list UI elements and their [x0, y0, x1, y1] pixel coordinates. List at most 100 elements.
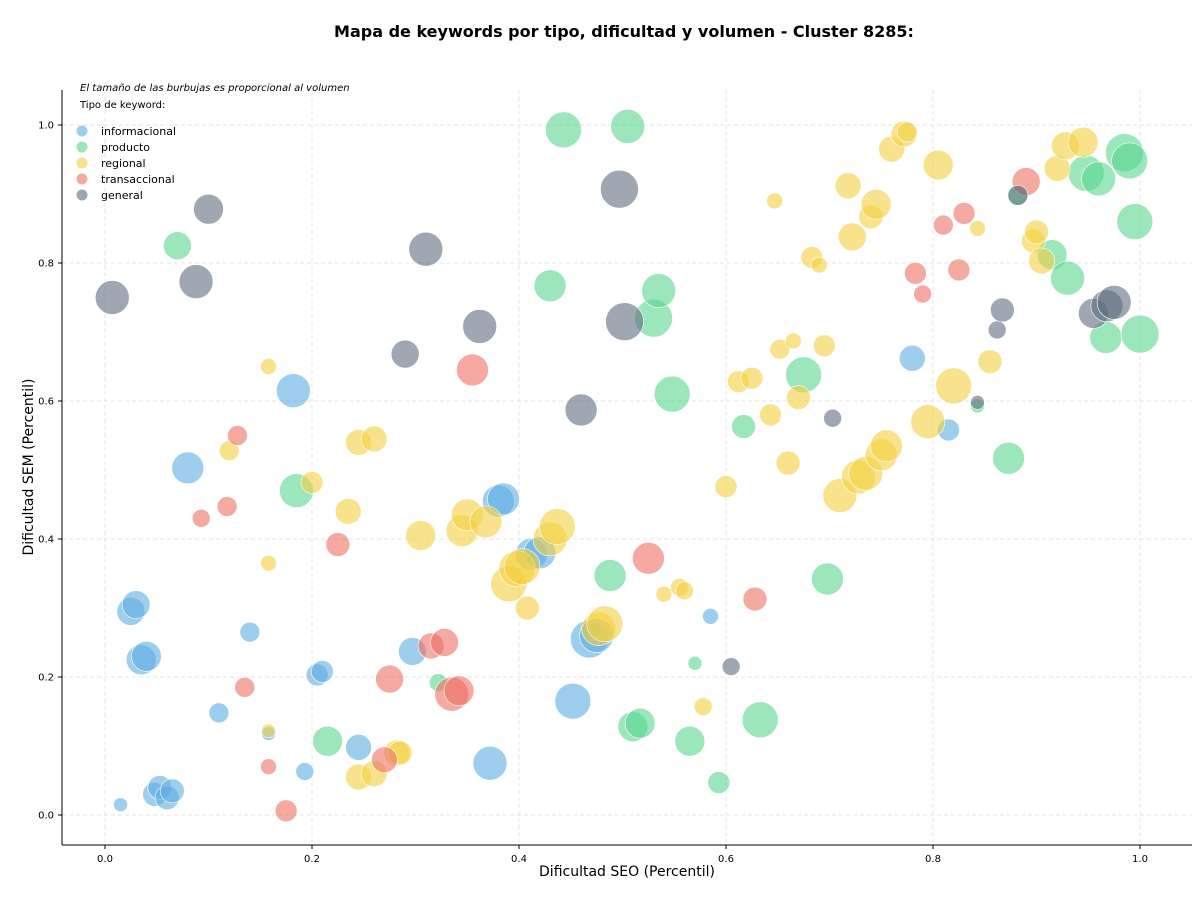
- bubble-transaccional: [742, 586, 768, 612]
- bubble-regional: [300, 471, 324, 494]
- bubble-producto: [1120, 314, 1160, 354]
- bubble-regional: [538, 508, 576, 545]
- bubble-regional: [514, 595, 540, 621]
- bubble-informacional: [554, 682, 592, 720]
- x-tick-label: 0.8: [925, 854, 941, 865]
- bubble-producto: [163, 231, 192, 261]
- bubble-general: [193, 193, 224, 225]
- bubble-informacional: [239, 621, 261, 643]
- bubble-transaccional: [234, 677, 256, 698]
- bubble-regional: [740, 366, 764, 390]
- x-tick-label: 0.4: [511, 854, 527, 865]
- bubble-general: [987, 320, 1007, 340]
- bubble-transaccional: [325, 532, 351, 557]
- bubble-producto: [545, 111, 582, 149]
- bubble-general: [605, 302, 644, 341]
- bubble-informacional: [345, 734, 372, 761]
- bubble-general: [600, 169, 639, 209]
- bubble-transaccional: [191, 508, 211, 528]
- axes: [61, 90, 1192, 846]
- bubble-producto: [687, 655, 703, 671]
- bubble-regional: [586, 605, 624, 643]
- bubble-producto: [653, 375, 691, 413]
- bubble-regional: [969, 220, 986, 237]
- bubble-regional: [870, 429, 903, 463]
- bubble-regional: [769, 338, 791, 360]
- bubble-general: [721, 657, 741, 676]
- y-tick-label: 0.6: [38, 397, 54, 408]
- bubble-regional: [896, 121, 918, 143]
- bubble-transaccional: [430, 628, 459, 657]
- bubble-transaccional: [371, 746, 398, 774]
- bubble-regional: [784, 332, 802, 350]
- bubble-producto: [731, 414, 756, 439]
- bubble-transaccional: [443, 675, 475, 707]
- bubble-regional: [360, 425, 388, 453]
- legend: informacional producto regional transaccion…: [76, 125, 176, 202]
- bubble-transaccional: [913, 284, 932, 304]
- bubble-regional: [775, 450, 801, 476]
- y-axis-label: Dificultad SEM (Percentil): [21, 379, 37, 556]
- bubble-transaccional: [933, 214, 954, 236]
- bubble-informacional: [295, 762, 315, 781]
- y-ticks: 0.0 0.2 0.4 0.6 0.8 1.0: [38, 121, 62, 822]
- bubble-regional: [922, 149, 954, 181]
- bubble-size-note: El tamaño de las burbujas es proporciona…: [80, 83, 350, 94]
- bubble-transaccional: [216, 496, 238, 517]
- bubble-informacional: [276, 373, 311, 408]
- bubble-regional: [655, 585, 673, 603]
- y-tick-label: 0.8: [38, 259, 54, 270]
- y-tick-label: 1.0: [38, 121, 54, 132]
- bubble-transaccional: [947, 258, 971, 282]
- bubble-regional: [503, 548, 541, 585]
- bubble-regional: [1067, 126, 1099, 158]
- bubble-informacional: [898, 344, 926, 372]
- bubble-regional: [1024, 219, 1049, 245]
- legend-marker-general: [76, 189, 88, 201]
- bubble-regional: [260, 358, 277, 375]
- bubble-general: [94, 280, 130, 315]
- bubble-producto: [1111, 142, 1148, 180]
- bubble-regional: [837, 222, 867, 252]
- bubble-transaccional: [904, 262, 927, 285]
- bubble-producto: [593, 559, 627, 592]
- bubble-producto: [811, 562, 844, 596]
- x-tick-label: 0.2: [304, 854, 320, 865]
- bubble-regional: [766, 192, 783, 210]
- bubble-regional: [834, 172, 862, 200]
- bubble-general: [390, 339, 420, 369]
- bubble-transaccional: [260, 758, 277, 776]
- bubble-producto: [533, 269, 567, 303]
- x-tick-label: 1.0: [1132, 854, 1148, 865]
- bubble-informacional: [121, 590, 151, 619]
- bubble-regional: [977, 349, 1003, 374]
- legend-label-informacional: informacional: [101, 125, 176, 138]
- bubble-regional: [1028, 247, 1055, 275]
- legend-label-general: general: [101, 189, 143, 202]
- bubble-regional: [261, 723, 276, 739]
- y-tick-label: 0.2: [38, 673, 54, 684]
- grid: [62, 90, 1192, 845]
- series-regional: [218, 120, 1099, 791]
- y-tick-label: 0.0: [38, 811, 54, 822]
- bubble-regional: [693, 697, 713, 716]
- bubble-producto: [741, 701, 779, 739]
- bubble-regional: [714, 475, 738, 498]
- bubble-regional: [813, 334, 836, 358]
- bubble-producto: [624, 707, 656, 739]
- bubble-producto: [312, 725, 343, 757]
- x-axis-label: Dificultad SEO (Percentil): [539, 864, 715, 880]
- bubble-regional: [786, 385, 811, 410]
- bubble-regional: [910, 404, 946, 440]
- bubble-informacional: [171, 451, 205, 485]
- legend-label-transaccional: transaccional: [101, 173, 175, 186]
- bubble-general: [564, 393, 598, 427]
- bubble-producto: [992, 441, 1025, 475]
- bubble-informacional: [208, 702, 230, 724]
- bubble-general: [990, 297, 1015, 323]
- bubble-informacional: [131, 640, 162, 672]
- bubble-general: [1007, 185, 1029, 206]
- legend-marker-informacional: [76, 125, 88, 137]
- bubble-regional: [935, 367, 973, 405]
